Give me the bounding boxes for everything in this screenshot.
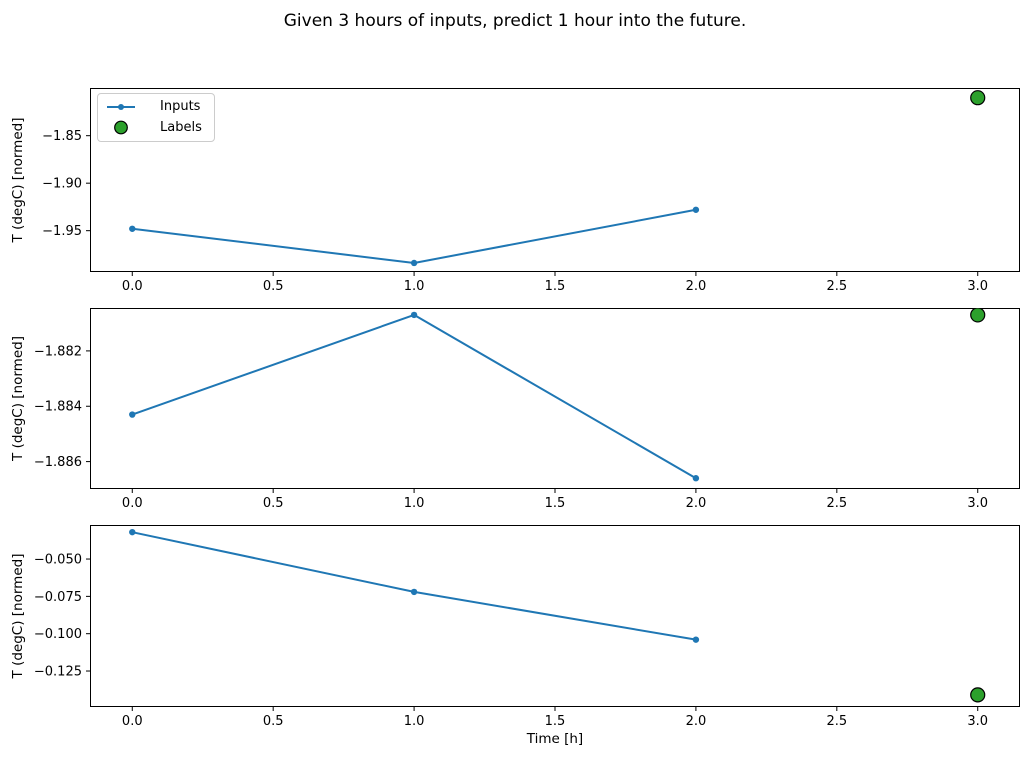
plot-border	[90, 308, 1020, 489]
inputs-marker	[410, 311, 418, 319]
x-tick-label: 2.5	[826, 714, 847, 729]
legend-label-inputs: Inputs	[160, 99, 201, 114]
y-tick-label: −1.884	[34, 400, 82, 415]
x-tick-label: 2.0	[686, 714, 707, 729]
legend-label-labels: Labels	[160, 120, 202, 135]
inputs-line	[132, 531, 697, 641]
x-tick-label: 3.0	[967, 714, 988, 729]
x-tick-label: 0.0	[122, 279, 143, 294]
legend: Inputs Labels	[97, 93, 215, 142]
y-tick-label: −0.075	[34, 590, 82, 605]
x-tick-label: 1.0	[404, 496, 425, 511]
inputs-marker	[410, 259, 418, 267]
y-axis-label: T (degC) [normed]	[10, 336, 26, 462]
inputs-marker	[129, 225, 136, 232]
inputs-marker	[129, 528, 136, 536]
subplot-2-canvas: 0.0 0.5 1.0 1.5 2.0 2.5 3.0 −1.882 −1.884 −1.886 T…	[10, 308, 1020, 511]
x-tick-label: 1.5	[545, 496, 566, 511]
x-tick-label: 2.5	[826, 496, 847, 511]
y-tick-label: −0.125	[34, 665, 82, 680]
y-axis-label: T (degC) [normed]	[10, 118, 26, 244]
x-tick-label: 1.5	[545, 279, 566, 294]
inputs-marker	[410, 588, 418, 596]
inputs-line	[131, 313, 697, 480]
y-tick-label: −0.050	[34, 553, 82, 568]
labels-marker	[970, 308, 986, 323]
plot-border	[90, 88, 1020, 272]
x-tick-label: 1.0	[404, 714, 425, 729]
legend-item-inputs: Inputs	[106, 100, 202, 113]
x-tick-label: 3.0	[967, 279, 988, 294]
plot-border	[90, 525, 1020, 707]
labels-marker	[970, 90, 986, 106]
x-tick-label: 1.0	[404, 279, 425, 294]
inputs-marker	[692, 206, 700, 213]
y-tick-label: −1.882	[34, 344, 82, 359]
scatter-swatch-icon	[114, 120, 128, 135]
line-marker-swatch-icon	[107, 103, 135, 110]
x-axis-label: Time [h]	[526, 731, 584, 747]
x-tick-label: 3.0	[967, 496, 988, 511]
subplot-1-canvas: 0.0 0.5 1.0 1.5 2.0 2.5 3.0 −1.85 −1.90 −1.95 T (d…	[10, 88, 1020, 294]
y-tick-label: −1.85	[42, 129, 82, 144]
y-tick-label: −0.100	[34, 627, 82, 642]
y-tick-label: −1.886	[34, 455, 82, 470]
inputs-line	[132, 208, 697, 264]
x-tick-label: 0.5	[263, 714, 284, 729]
legend-item-labels: Labels	[106, 120, 202, 135]
x-tick-label: 2.5	[826, 279, 847, 294]
x-tick-label: 0.0	[122, 496, 143, 511]
figure-title: Given 3 hours of inputs, predict 1 hour …	[283, 11, 747, 31]
x-tick-label: 2.0	[686, 279, 707, 294]
x-tick-label: 0.5	[263, 279, 284, 294]
labels-marker	[970, 687, 986, 703]
x-tick-label: 1.5	[545, 714, 566, 729]
y-tick-label: −1.90	[42, 177, 82, 192]
inputs-marker	[129, 411, 136, 418]
inputs-marker	[692, 636, 700, 643]
inputs-marker	[692, 475, 700, 482]
subplot-3-canvas: 0.0 0.5 1.0 1.5 2.0 2.5 3.0 −0.050 −0.075 −0.100 −…	[10, 525, 1020, 729]
y-tick-label: −1.95	[42, 224, 82, 239]
x-tick-label: 0.0	[122, 714, 143, 729]
y-axis-label: T (degC) [normed]	[10, 554, 26, 680]
x-tick-label: 0.5	[263, 496, 284, 511]
x-tick-label: 2.0	[686, 496, 707, 511]
